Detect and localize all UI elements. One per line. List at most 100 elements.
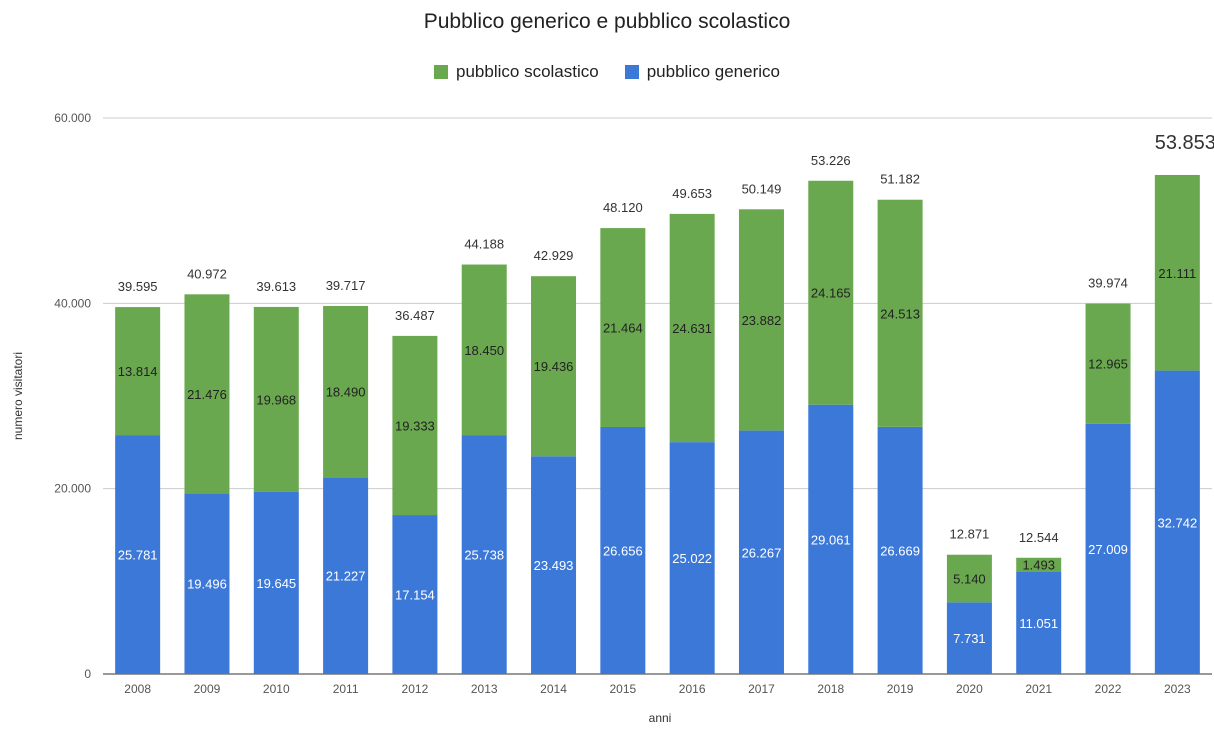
data-label-scolastico: 24.165 [811,286,851,301]
bar-segment-scolastico [461,264,507,436]
bar-segment-scolastico [323,305,369,478]
data-label-scolastico: 1.493 [1022,558,1055,573]
data-label-generico: 7.731 [953,631,986,646]
bar-segment-generico [184,493,230,674]
data-label-generico: 26.656 [603,543,643,558]
bar-segment-scolastico [1154,174,1200,371]
data-label-generico: 17.154 [395,588,435,603]
data-label-scolastico: 5.140 [953,572,986,587]
total-label: 50.149 [742,181,782,196]
data-label-scolastico: 13.814 [118,364,158,379]
bar-segment-scolastico [946,554,992,603]
x-tick-label: 2022 [1095,682,1122,696]
y-tick-label: 40.000 [54,296,91,310]
bar-segment-scolastico [184,294,230,494]
total-label: 51.182 [880,172,920,187]
total-label: 36.487 [395,308,435,323]
x-tick-label: 2018 [817,682,844,696]
data-label-scolastico: 19.333 [395,418,435,433]
bar-segment-scolastico [253,306,299,492]
y-tick-label: 0 [84,667,91,681]
total-label: 12.544 [1019,530,1059,545]
x-tick-label: 2013 [471,682,498,696]
data-label-generico: 32.742 [1157,515,1197,530]
total-label: 40.972 [187,266,227,281]
data-label-generico: 26.669 [880,543,920,558]
data-label-scolastico: 24.631 [672,321,712,336]
total-label: 53.853 [1155,132,1214,154]
x-tick-label: 2012 [402,682,429,696]
y-axis-title: numero visitatori [11,352,25,440]
bar-segment-scolastico [669,213,715,443]
x-tick-label: 2014 [540,682,567,696]
data-label-scolastico: 21.464 [603,321,643,336]
bar-segment-scolastico [392,335,438,516]
total-label: 39.717 [326,278,366,293]
bars [115,174,1200,674]
total-label: 12.871 [950,527,990,542]
data-label-generico: 23.493 [534,558,574,573]
legend-label-scolastico: pubblico scolastico [456,62,599,81]
bar-segment-scolastico [600,228,646,427]
data-label-scolastico: 24.513 [880,306,920,321]
data-label-generico: 21.227 [326,569,366,584]
data-labels: 25.781 13.814 39.595 2008 19.496 21.476 40.972… [118,132,1214,696]
bar-segment-generico [808,404,854,674]
bar-segment-generico [461,435,507,674]
bar-segment-generico [392,515,438,674]
data-label-scolastico: 18.490 [326,385,366,400]
data-label-generico: 11.051 [1019,616,1058,631]
data-label-scolastico: 12.965 [1088,357,1128,372]
bar-segment-scolastico [1085,303,1131,424]
x-tick-label: 2015 [609,682,636,696]
data-label-generico: 29.061 [811,532,851,547]
total-label: 53.226 [811,153,851,168]
bar-segment-generico [738,430,784,674]
bar-segment-scolastico [531,276,577,457]
total-label: 44.188 [464,237,504,252]
bar-segment-scolastico [1016,557,1062,572]
data-label-scolastico: 21.476 [187,387,227,402]
bar-segment-generico [946,602,992,674]
data-label-scolastico: 18.450 [464,343,504,358]
data-label-generico: 27.009 [1088,542,1128,557]
bar-segment-scolastico [877,199,923,427]
x-tick-label: 2011 [333,682,359,696]
bar-segment-scolastico [115,307,161,436]
x-tick-label: 2021 [1025,682,1052,696]
data-label-scolastico: 21.111 [1158,266,1196,281]
x-tick-label: 2016 [679,682,706,696]
data-label-generico: 25.738 [464,548,504,563]
legend-label-generico: pubblico generico [646,62,780,81]
bar-segment-generico [531,456,577,674]
bar-segment-generico [323,477,369,674]
x-tick-label: 2009 [194,682,221,696]
total-label: 49.653 [672,186,712,201]
x-tick-label: 2008 [124,682,151,696]
bar-segment-scolastico [808,180,854,405]
data-label-scolastico: 19.436 [534,359,574,374]
data-label-generico: 26.267 [742,545,782,560]
data-label-generico: 19.496 [187,577,227,592]
data-label-generico: 25.022 [672,551,712,566]
chart-title: Pubblico generico e pubblico scolastico [423,10,791,33]
bar-segment-generico [253,491,299,674]
bar-segment-generico [115,435,161,674]
total-label: 39.613 [256,279,296,294]
x-tick-label: 2023 [1164,682,1191,696]
legend-item-generico: pubblico generico [624,62,780,82]
x-tick-label: 2017 [748,682,775,696]
bar-segment-generico [877,426,923,674]
y-tick-label: 60.000 [54,111,91,125]
total-label: 48.120 [603,200,643,215]
bar-segment-generico [600,426,646,674]
data-label-generico: 25.781 [118,548,158,563]
x-tick-label: 2010 [263,682,290,696]
total-label: 42.929 [534,248,574,263]
x-tick-label: 2019 [887,682,914,696]
y-tick-label: 20.000 [54,482,91,496]
legend-item-scolastico: pubblico scolastico [434,62,599,82]
bar-segment-scolastico [738,209,784,431]
bar-segment-generico [1154,370,1200,674]
